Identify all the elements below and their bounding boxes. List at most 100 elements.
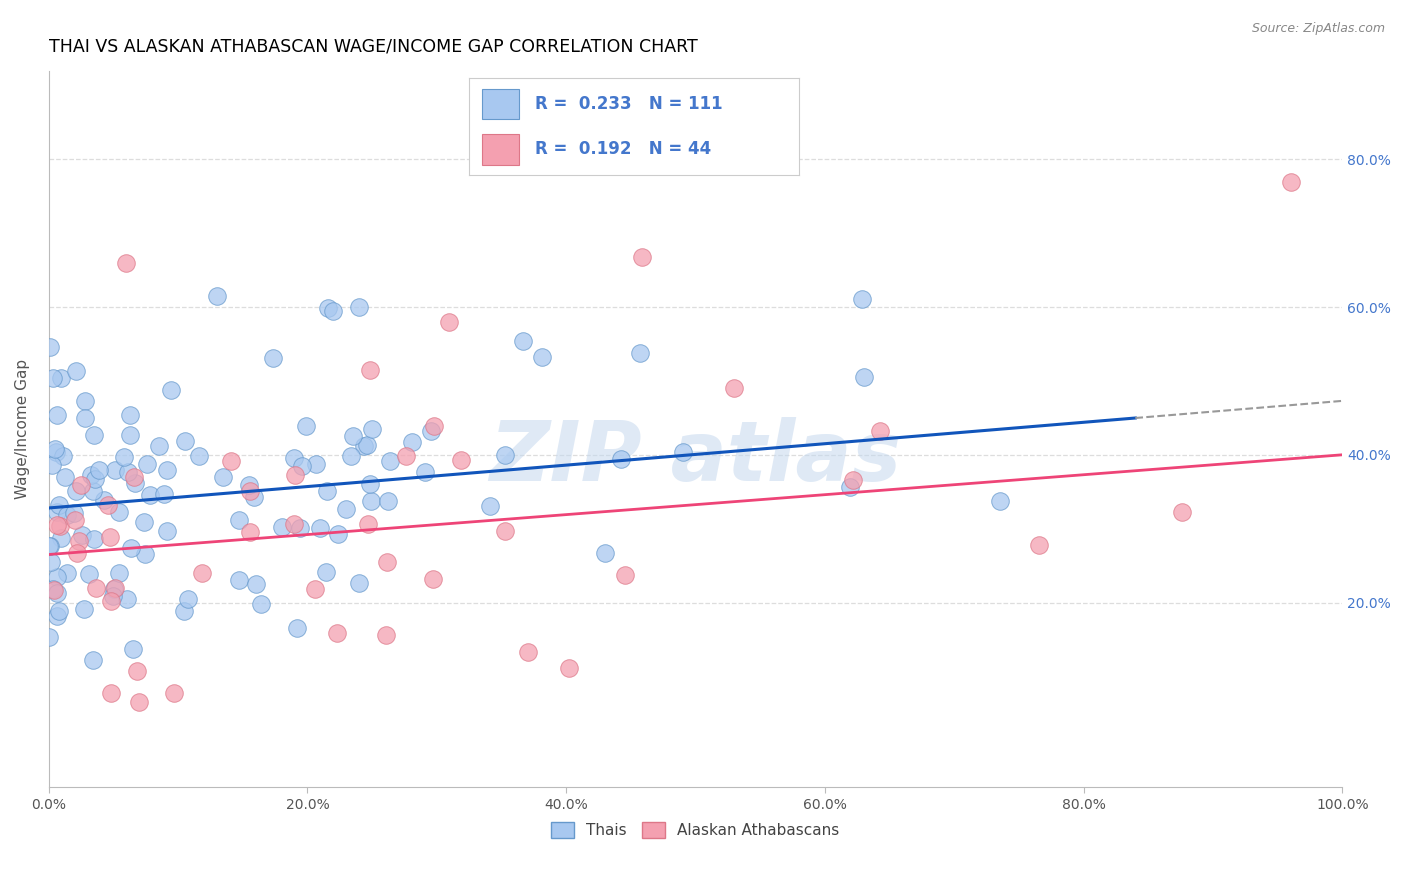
Point — [360, 493, 382, 508]
Point — [628, 346, 651, 360]
Point — [512, 334, 534, 348]
Point — [51, 370, 73, 384]
Point — [205, 289, 228, 303]
Point — [86, 581, 108, 595]
Point — [285, 621, 308, 635]
Point — [120, 541, 142, 556]
Point — [322, 303, 344, 318]
Point — [347, 575, 370, 590]
Point — [103, 582, 125, 596]
Point — [53, 470, 76, 484]
Point — [243, 490, 266, 504]
Point — [73, 602, 96, 616]
Point — [136, 457, 159, 471]
Point — [67, 534, 90, 549]
Point — [100, 593, 122, 607]
Point — [374, 627, 396, 641]
Point — [219, 454, 242, 468]
Point — [531, 350, 554, 364]
Point — [134, 547, 156, 561]
Point — [318, 301, 340, 316]
Point — [156, 463, 179, 477]
Point — [44, 442, 66, 456]
Point — [288, 521, 311, 535]
Point — [359, 477, 381, 491]
Point — [124, 476, 146, 491]
Point — [45, 409, 67, 423]
Point — [104, 582, 127, 596]
Point — [49, 531, 72, 545]
Point — [56, 566, 79, 580]
Point — [842, 473, 865, 487]
Point — [48, 604, 70, 618]
Y-axis label: Wage/Income Gap: Wage/Income Gap — [15, 359, 30, 499]
Point — [420, 424, 443, 438]
Point — [356, 438, 378, 452]
Point — [212, 470, 235, 484]
Point — [516, 645, 538, 659]
Point — [304, 582, 326, 596]
Point — [115, 592, 138, 607]
Point — [45, 586, 67, 600]
Point — [127, 664, 149, 678]
Point — [342, 429, 364, 443]
Point — [84, 472, 107, 486]
Point — [494, 524, 516, 538]
Point — [38, 539, 60, 553]
Point — [163, 686, 186, 700]
Point — [56, 508, 79, 523]
Point — [83, 532, 105, 546]
Text: ZIP atlas: ZIP atlas — [489, 417, 901, 498]
Point — [838, 479, 860, 493]
Point — [62, 506, 84, 520]
Point — [1028, 538, 1050, 552]
Point — [361, 421, 384, 435]
Point — [65, 364, 87, 378]
Point — [80, 468, 103, 483]
Point — [557, 661, 579, 675]
Point — [271, 520, 294, 534]
Point — [93, 493, 115, 508]
Point — [148, 439, 170, 453]
Point — [39, 340, 62, 354]
Point — [239, 524, 262, 539]
Point — [101, 589, 124, 603]
Point — [1279, 175, 1302, 189]
Point — [283, 517, 305, 532]
Point — [335, 501, 357, 516]
Point — [159, 383, 181, 397]
Point — [73, 411, 96, 425]
Point — [723, 381, 745, 395]
Point — [87, 463, 110, 477]
Point — [671, 445, 693, 459]
Point — [304, 457, 326, 471]
Point — [869, 425, 891, 439]
Point — [630, 251, 652, 265]
Point — [112, 450, 135, 464]
Point — [45, 517, 67, 532]
Point — [38, 630, 60, 644]
Point — [65, 484, 87, 499]
Point — [309, 521, 332, 535]
Text: THAI VS ALASKAN ATHABASCAN WAGE/INCOME GAP CORRELATION CHART: THAI VS ALASKAN ATHABASCAN WAGE/INCOME G… — [49, 37, 697, 55]
Point — [65, 513, 87, 527]
Point — [291, 459, 314, 474]
Point — [325, 626, 347, 640]
Point — [45, 505, 67, 519]
Point — [152, 486, 174, 500]
Point — [69, 477, 91, 491]
Point — [41, 458, 63, 472]
Point — [353, 439, 375, 453]
Point — [990, 493, 1012, 508]
Point — [49, 519, 72, 533]
Point — [73, 394, 96, 409]
Point — [413, 465, 436, 479]
Point — [294, 418, 316, 433]
Point — [326, 527, 349, 541]
Point — [228, 573, 250, 587]
Point — [70, 528, 93, 542]
Point — [44, 583, 66, 598]
Text: Source: ZipAtlas.com: Source: ZipAtlas.com — [1251, 22, 1385, 36]
Point — [375, 555, 398, 569]
Point — [128, 694, 150, 708]
